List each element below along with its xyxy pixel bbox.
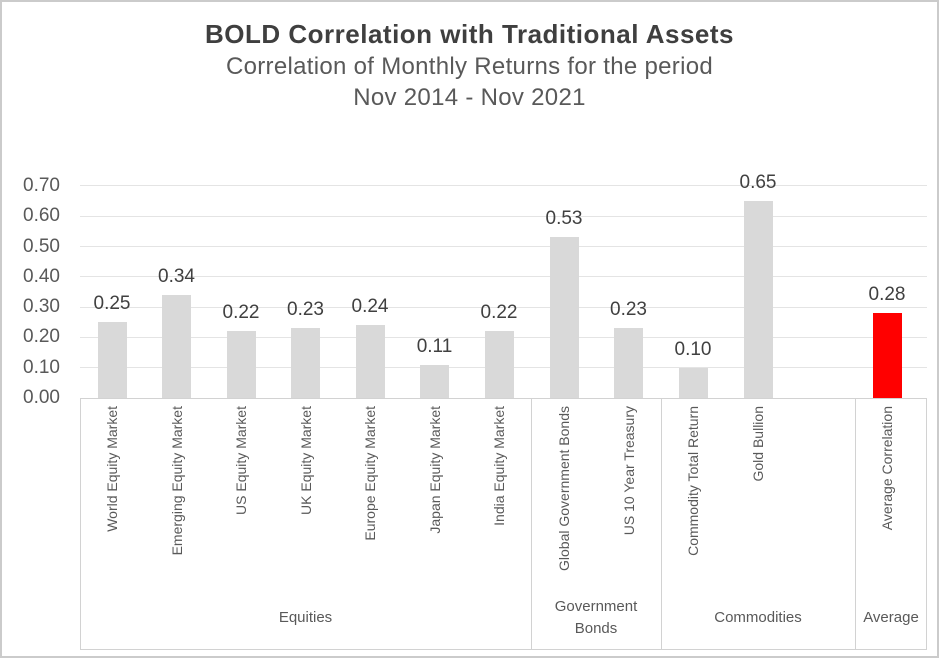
bar-value-label-average-correlation: 0.28 — [868, 284, 906, 306]
bar-value-label-europe-equity-market: 0.24 — [351, 296, 389, 318]
category-label-uk-equity-market: UK Equity Market — [297, 406, 314, 515]
category-label-japan-equity-market: Japan Equity Market — [426, 406, 443, 534]
bar-gold-bullion — [743, 201, 773, 398]
bar-us-equity-market — [226, 331, 256, 398]
category-axis-box — [80, 398, 927, 650]
y-axis-tick-label: 0.50 — [23, 235, 60, 257]
gridline-0.60 — [80, 215, 927, 217]
gridline-0.40 — [80, 276, 927, 278]
y-axis-tick-label: 0.20 — [23, 326, 60, 348]
category-label-emerging-equity-market: Emerging Equity Market — [168, 406, 185, 556]
bar-uk-equity-market — [291, 328, 320, 398]
bar-global-government-bonds — [549, 237, 579, 398]
category-label-gold-bullion: Gold Bullion — [750, 406, 766, 482]
bar-value-label-japan-equity-market: 0.11 — [416, 335, 453, 357]
chart-subtitle-line2: Nov 2014 - Nov 2021 — [353, 84, 586, 111]
y-axis-tick-label: 0.00 — [23, 387, 60, 408]
gridline-0.50 — [80, 246, 927, 248]
bar-value-label-global-government-bonds: 0.53 — [545, 208, 583, 230]
bar-value-label-commodity-total-return: 0.10 — [674, 338, 712, 360]
category-label-global-government-bonds: Global Government Bonds — [556, 406, 572, 571]
bar-world-equity-market — [97, 322, 127, 398]
group-separator-1 — [660, 398, 662, 650]
bar-emerging-equity-market — [162, 295, 191, 398]
bar-india-equity-market — [484, 331, 514, 398]
group-label-equities: Equities — [278, 608, 333, 626]
y-axis-tick-label: 0.10 — [23, 356, 60, 378]
gridline-0.70 — [80, 185, 927, 187]
category-label-commodity-total-return: Commodity Total Return — [685, 406, 701, 556]
chart-title: BOLD Correlation with Traditional Assets — [205, 19, 734, 49]
category-label-world-equity-market: World Equity Market — [104, 406, 120, 532]
bar-average-correlation — [872, 313, 902, 398]
category-label-india-equity-market: India Equity Market — [491, 406, 507, 526]
bar-value-label-gold-bullion: 0.65 — [739, 172, 777, 194]
bar-value-label-world-equity-market: 0.25 — [93, 293, 131, 315]
y-axis-tick-label: 0.70 — [23, 174, 60, 196]
bar-value-label-us-10-year-treasury: 0.23 — [610, 299, 647, 321]
category-label-average-correlation: Average Correlation — [879, 406, 895, 531]
group-label-commodities: Commodities — [714, 608, 802, 626]
group-label-government-bonds: Government Bonds — [554, 597, 638, 638]
y-axis-tick-label: 0.40 — [23, 265, 60, 287]
category-label-us-equity-market: US Equity Market — [233, 406, 249, 515]
bar-us-10-year-treasury — [614, 328, 643, 398]
category-label-us-10-year-treasury: US 10 Year Treasury — [620, 406, 637, 536]
y-axis-tick-label: 0.60 — [23, 205, 60, 227]
bar-value-label-india-equity-market: 0.22 — [480, 302, 518, 324]
y-axis-tick-label: 0.30 — [23, 296, 60, 318]
bar-commodity-total-return — [678, 367, 708, 398]
bar-japan-equity-market — [420, 364, 449, 398]
bar-value-label-emerging-equity-market: 0.34 — [158, 266, 195, 288]
bar-value-label-uk-equity-market: 0.23 — [287, 299, 324, 321]
group-separator-0 — [530, 398, 532, 650]
bar-value-label-us-equity-market: 0.22 — [222, 302, 260, 324]
category-label-europe-equity-market: Europe Equity Market — [362, 406, 378, 541]
gridline-0.30 — [80, 306, 927, 308]
bar-europe-equity-market — [355, 325, 385, 398]
chart-header: BOLD Correlation with Traditional Assets… — [2, 18, 937, 113]
chart-subtitle-line1: Correlation of Monthly Returns for the p… — [225, 53, 714, 80]
group-separator-2 — [854, 398, 856, 650]
group-label-average: Average — [863, 608, 919, 626]
